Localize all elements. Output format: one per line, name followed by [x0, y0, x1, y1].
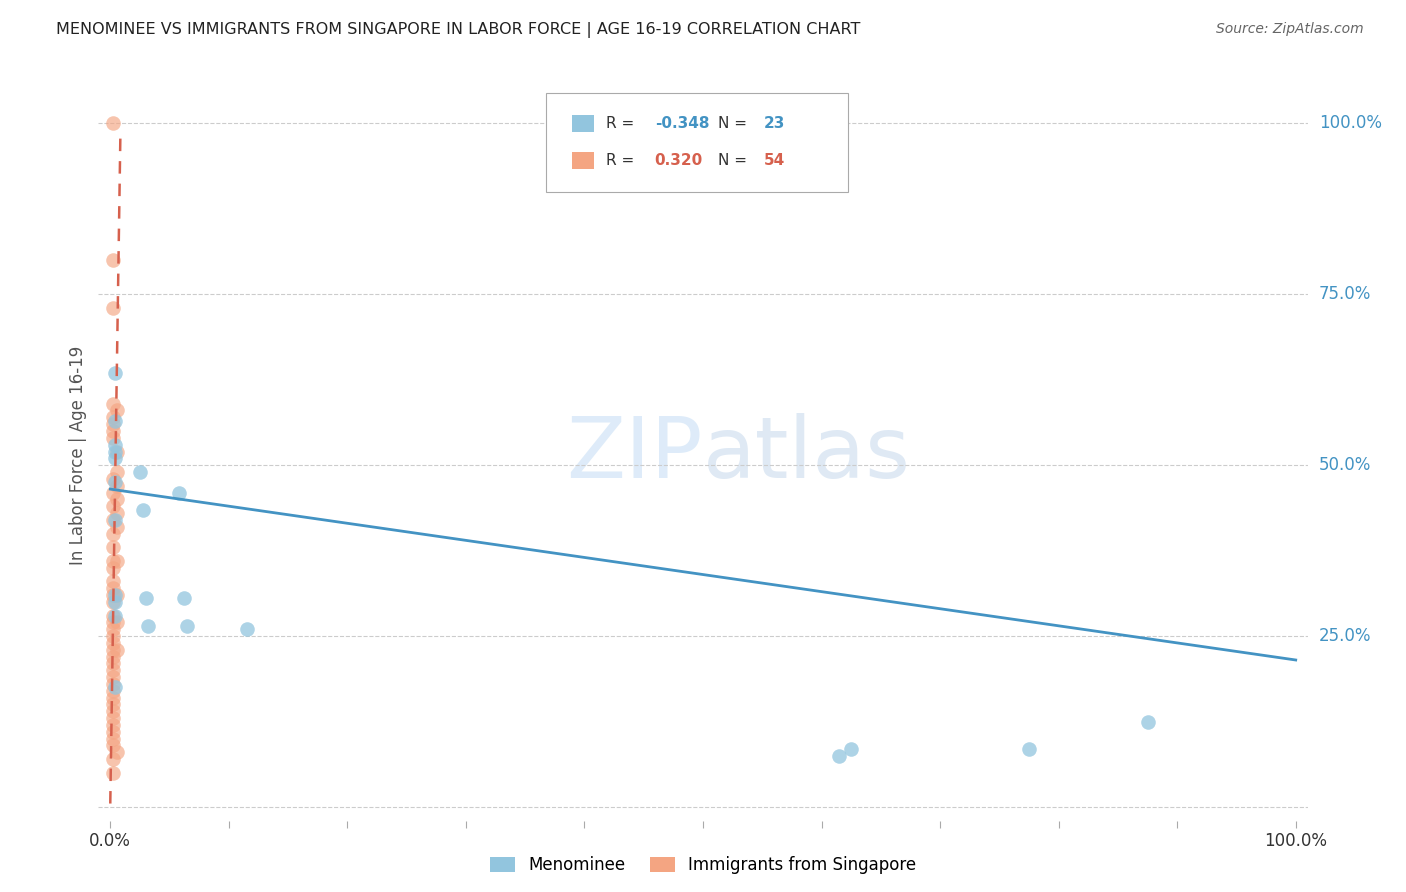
- Point: [104, 588, 127, 602]
- Point: [101, 690, 124, 705]
- Point: [101, 704, 124, 718]
- Point: [105, 465, 128, 479]
- Point: [101, 554, 124, 568]
- Point: [105, 444, 128, 458]
- Point: [101, 739, 124, 753]
- Point: [132, 502, 155, 516]
- Point: [105, 492, 128, 507]
- Point: [101, 629, 124, 643]
- Text: 54: 54: [763, 153, 785, 168]
- Point: [105, 615, 128, 630]
- Point: [101, 724, 124, 739]
- Point: [101, 410, 124, 425]
- Point: [101, 698, 124, 712]
- Text: -0.348: -0.348: [655, 116, 709, 131]
- Text: ZIP: ZIP: [567, 413, 703, 497]
- Point: [173, 591, 195, 606]
- Point: [101, 765, 124, 780]
- Point: [101, 540, 124, 554]
- Point: [101, 526, 124, 541]
- Point: [101, 560, 124, 574]
- Point: [104, 681, 127, 695]
- Point: [101, 670, 124, 684]
- Point: [104, 608, 127, 623]
- Text: Source: ZipAtlas.com: Source: ZipAtlas.com: [1216, 22, 1364, 37]
- Point: [105, 554, 128, 568]
- Point: [105, 588, 128, 602]
- Text: 25.0%: 25.0%: [1319, 627, 1371, 645]
- Point: [101, 499, 124, 513]
- Point: [101, 615, 124, 630]
- Point: [1136, 714, 1159, 729]
- Point: [104, 444, 127, 458]
- Point: [101, 683, 124, 698]
- Point: [101, 657, 124, 671]
- Point: [101, 642, 124, 657]
- Point: [136, 619, 159, 633]
- Point: [101, 417, 124, 432]
- Point: [104, 438, 127, 452]
- Point: [135, 591, 157, 606]
- Point: [101, 731, 124, 746]
- Point: [101, 513, 124, 527]
- Point: [104, 451, 127, 466]
- Point: [101, 608, 124, 623]
- Point: [104, 595, 127, 609]
- Point: [104, 414, 127, 428]
- Point: [1018, 742, 1040, 756]
- Y-axis label: In Labor Force | Age 16-19: In Labor Force | Age 16-19: [69, 345, 87, 565]
- Point: [167, 485, 190, 500]
- FancyBboxPatch shape: [546, 93, 848, 192]
- Text: atlas: atlas: [703, 413, 911, 497]
- Legend: Menominee, Immigrants from Singapore: Menominee, Immigrants from Singapore: [485, 851, 921, 880]
- Point: [105, 478, 128, 492]
- Point: [101, 677, 124, 691]
- Point: [101, 397, 124, 411]
- Text: 75.0%: 75.0%: [1319, 285, 1371, 303]
- Point: [105, 506, 128, 520]
- Text: 23: 23: [763, 116, 785, 131]
- Point: [105, 519, 128, 533]
- Text: R =: R =: [606, 116, 640, 131]
- Point: [839, 742, 862, 756]
- Text: 50.0%: 50.0%: [1319, 456, 1371, 475]
- Point: [101, 581, 124, 595]
- Point: [101, 718, 124, 732]
- Text: N =: N =: [717, 153, 751, 168]
- Point: [101, 711, 124, 725]
- Point: [101, 649, 124, 664]
- Point: [101, 663, 124, 677]
- Point: [101, 588, 124, 602]
- Point: [101, 752, 124, 766]
- Point: [129, 465, 152, 479]
- Point: [828, 748, 851, 763]
- FancyBboxPatch shape: [572, 115, 595, 132]
- Point: [105, 403, 128, 417]
- Point: [101, 424, 124, 438]
- Point: [101, 622, 124, 636]
- Text: N =: N =: [717, 116, 751, 131]
- Point: [101, 636, 124, 650]
- Point: [101, 431, 124, 445]
- Point: [101, 485, 124, 500]
- Text: MENOMINEE VS IMMIGRANTS FROM SINGAPORE IN LABOR FORCE | AGE 16-19 CORRELATION CH: MENOMINEE VS IMMIGRANTS FROM SINGAPORE I…: [56, 22, 860, 38]
- Point: [176, 619, 198, 633]
- Point: [104, 475, 127, 490]
- Text: 0.320: 0.320: [655, 153, 703, 168]
- Text: 100.0%: 100.0%: [1319, 114, 1382, 132]
- Point: [101, 301, 124, 315]
- Text: R =: R =: [606, 153, 644, 168]
- Point: [104, 366, 127, 380]
- Point: [101, 574, 124, 589]
- Point: [101, 116, 124, 130]
- Point: [235, 622, 257, 636]
- Point: [105, 642, 128, 657]
- Point: [105, 745, 128, 759]
- Point: [104, 513, 127, 527]
- Point: [101, 595, 124, 609]
- Point: [101, 472, 124, 486]
- FancyBboxPatch shape: [572, 152, 595, 169]
- Point: [101, 253, 124, 268]
